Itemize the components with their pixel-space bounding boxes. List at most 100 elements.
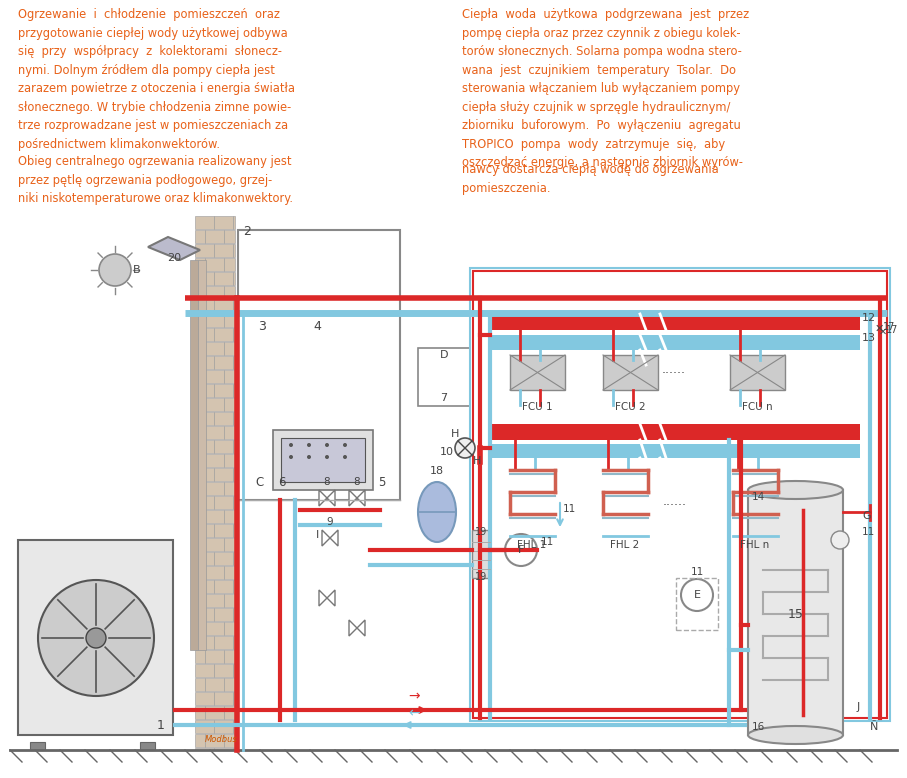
- Bar: [195, 678, 205, 691]
- Bar: [224, 398, 235, 411]
- Bar: [195, 412, 214, 425]
- Polygon shape: [357, 490, 365, 506]
- Text: H: H: [473, 456, 482, 466]
- Text: 2: 2: [243, 225, 251, 238]
- Bar: [490, 424, 860, 440]
- Bar: [730, 355, 785, 390]
- Bar: [190, 260, 198, 650]
- Circle shape: [343, 455, 347, 459]
- Bar: [195, 608, 214, 621]
- Bar: [195, 622, 205, 635]
- Text: FHL n: FHL n: [740, 540, 770, 550]
- Bar: [214, 608, 233, 621]
- Bar: [195, 664, 214, 677]
- Bar: [233, 552, 235, 565]
- Polygon shape: [330, 530, 338, 546]
- Bar: [233, 692, 235, 705]
- Bar: [195, 342, 205, 355]
- Text: ......: ......: [662, 363, 686, 376]
- Text: 7: 7: [441, 393, 447, 403]
- Bar: [233, 748, 235, 750]
- Bar: [195, 748, 214, 750]
- Text: C: C: [255, 476, 263, 489]
- Bar: [30, 742, 45, 750]
- Circle shape: [325, 443, 329, 447]
- Bar: [195, 244, 214, 257]
- Bar: [233, 300, 235, 313]
- Bar: [224, 482, 235, 495]
- Bar: [205, 314, 224, 327]
- Bar: [214, 384, 233, 397]
- Circle shape: [289, 443, 293, 447]
- Bar: [205, 706, 224, 719]
- Bar: [195, 468, 214, 481]
- Text: Ciepła  woda  użytkowa  podgrzewana  jest  przez
pompę ciepła oraz przez czynnik: Ciepła woda użytkowa podgrzewana jest pr…: [462, 8, 749, 169]
- Circle shape: [99, 254, 131, 286]
- Bar: [205, 454, 224, 467]
- Text: J: J: [857, 702, 860, 712]
- Bar: [205, 622, 224, 635]
- Bar: [205, 650, 224, 663]
- Text: Ñ: Ñ: [870, 722, 878, 732]
- Bar: [214, 636, 233, 649]
- Bar: [205, 286, 224, 299]
- Text: FHL 1: FHL 1: [517, 540, 547, 550]
- Bar: [233, 412, 235, 425]
- Bar: [195, 636, 214, 649]
- Bar: [224, 230, 235, 243]
- Text: F: F: [518, 545, 524, 555]
- Bar: [510, 355, 565, 390]
- Bar: [195, 314, 205, 327]
- Bar: [195, 566, 205, 579]
- Circle shape: [343, 443, 347, 447]
- Text: 19: 19: [475, 527, 487, 537]
- Text: 11: 11: [690, 567, 704, 577]
- Text: 9: 9: [327, 517, 333, 527]
- Bar: [205, 398, 224, 411]
- Bar: [233, 384, 235, 397]
- Polygon shape: [319, 590, 327, 606]
- Bar: [224, 314, 235, 327]
- Bar: [224, 370, 235, 383]
- Text: 8: 8: [354, 477, 360, 487]
- Bar: [233, 216, 235, 229]
- Text: Ogrzewanie  i  chłodzenie  pomieszczeń  oraz
przygotowanie ciepłej wody użytkowe: Ogrzewanie i chłodzenie pomieszczeń oraz…: [18, 8, 295, 150]
- Bar: [195, 538, 205, 551]
- Bar: [214, 552, 233, 565]
- Text: 10: 10: [440, 447, 454, 457]
- Bar: [214, 328, 233, 341]
- Bar: [195, 454, 205, 467]
- Bar: [205, 230, 224, 243]
- Text: 11: 11: [541, 537, 554, 547]
- Bar: [195, 272, 214, 285]
- Bar: [140, 742, 155, 750]
- Bar: [205, 482, 224, 495]
- Bar: [233, 636, 235, 649]
- Bar: [214, 524, 233, 537]
- Bar: [195, 286, 205, 299]
- Bar: [214, 412, 233, 425]
- Text: 13: 13: [862, 333, 876, 343]
- Bar: [205, 342, 224, 355]
- Ellipse shape: [748, 726, 843, 744]
- Bar: [224, 538, 235, 551]
- Bar: [233, 580, 235, 593]
- Text: Obieg centralnego ogrzewania realizowany jest
przez pętlę ogrzewania podłogowego: Obieg centralnego ogrzewania realizowany…: [18, 155, 293, 205]
- Text: E: E: [694, 590, 700, 600]
- Bar: [198, 260, 206, 650]
- Text: D: D: [440, 350, 448, 360]
- Bar: [214, 440, 233, 453]
- Bar: [214, 300, 233, 313]
- Bar: [195, 524, 214, 537]
- Bar: [195, 370, 205, 383]
- Circle shape: [505, 534, 537, 566]
- Text: 18: 18: [430, 466, 444, 476]
- Bar: [195, 426, 205, 439]
- Bar: [224, 734, 235, 747]
- Bar: [233, 524, 235, 537]
- Circle shape: [307, 455, 311, 459]
- Bar: [195, 230, 205, 243]
- Text: 3: 3: [258, 320, 266, 333]
- Text: I: I: [316, 530, 319, 540]
- Polygon shape: [148, 237, 200, 260]
